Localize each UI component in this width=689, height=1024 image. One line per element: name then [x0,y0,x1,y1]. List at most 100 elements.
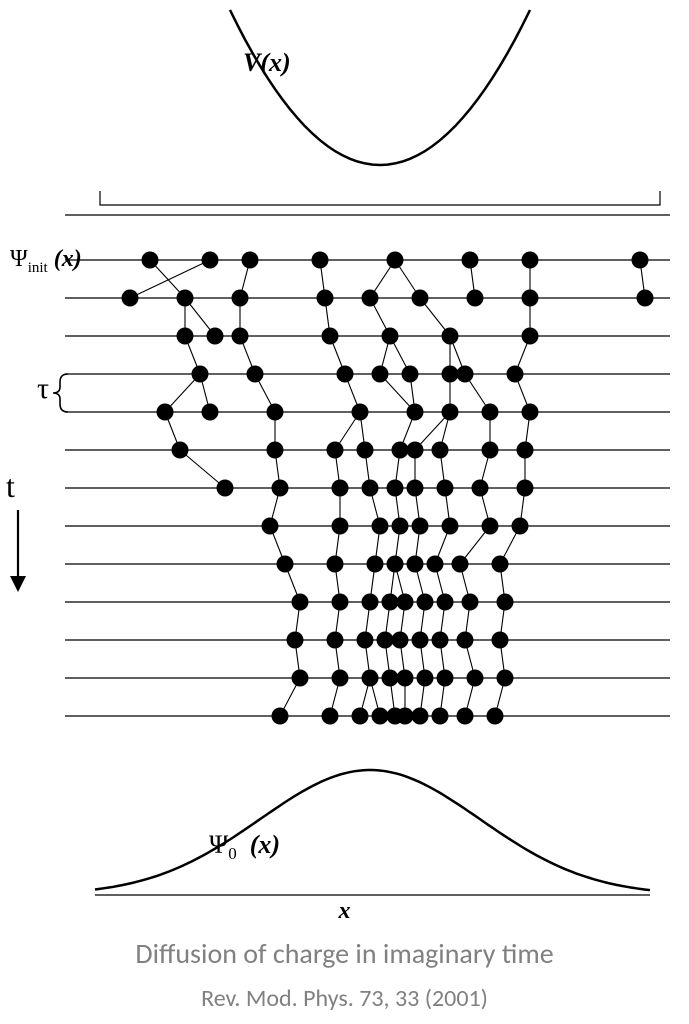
time-arrow-head [10,576,26,592]
walker-node [352,708,369,725]
walker-node [412,708,429,725]
walker-node [462,594,479,611]
walker-node [322,328,339,345]
walker-node [387,252,404,269]
walker-node [492,556,509,573]
walker-node [522,252,539,269]
walker-node [407,480,424,497]
walker-node [382,594,399,611]
walker-node [517,442,534,459]
walker-node [362,290,379,307]
walker-node [482,518,499,535]
walker-edge [180,450,225,488]
walker-node [192,366,209,383]
walker-node [412,518,429,535]
walker-node [352,404,369,421]
walker-node [417,670,434,687]
walker-node [522,404,539,421]
x-axis-label: x [0,898,689,925]
potential-label: V(x) [243,48,291,78]
tau-brace [53,374,68,412]
walker-node [432,708,449,725]
walker-node [387,480,404,497]
walker-node [242,252,259,269]
walker-node [392,442,409,459]
walker-node [372,366,389,383]
walker-node [292,670,309,687]
walker-node [267,404,284,421]
walker-node [362,594,379,611]
walker-node [442,404,459,421]
walker-node [327,632,344,649]
walker-node [522,290,539,307]
walker-node [442,518,459,535]
walker-node [357,632,374,649]
walker-node [437,670,454,687]
walker-node [397,708,414,725]
walker-node [457,632,474,649]
walker-node [457,708,474,725]
walker-node [432,632,449,649]
walker-node [392,632,409,649]
walker-node [382,328,399,345]
walker-node [272,480,289,497]
walker-node [377,632,394,649]
walker-node [232,328,249,345]
walker-node [372,708,389,725]
walker-node [407,556,424,573]
diagram-canvas [0,0,689,920]
walker-node [312,252,329,269]
walker-node [487,708,504,725]
walker-node [292,594,309,611]
walker-node [512,518,529,535]
walker-node [392,518,409,535]
walker-node [357,442,374,459]
walker-node [272,708,289,725]
walker-node [372,518,389,535]
time-axis-label: t [6,468,15,505]
walker-node [157,404,174,421]
caption-main: Diffusion of charge in imaginary time [0,936,689,971]
walker-node [437,480,454,497]
walker-node [472,480,489,497]
psi-init-label: Ψinit (x) [10,246,82,277]
walker-node [232,290,249,307]
walker-node [407,442,424,459]
walker-node [287,632,304,649]
walker-node [407,404,424,421]
walker-edge [130,260,210,298]
walker-node [427,556,444,573]
walker-node [382,670,399,687]
walker-node [397,670,414,687]
walker-node [412,632,429,649]
walker-node [462,252,479,269]
walker-node [467,670,484,687]
walker-node [497,594,514,611]
walker-node [482,442,499,459]
walker-node [432,442,449,459]
walker-node [332,518,349,535]
walker-node [507,366,524,383]
ground-state-curve [95,770,650,890]
walker-node [437,594,454,611]
walker-node [632,252,649,269]
potential-curve [230,10,530,165]
walker-node [207,328,224,345]
walker-node [482,404,499,421]
walker-node [402,366,419,383]
walker-node [362,480,379,497]
walker-node [332,670,349,687]
walker-node [327,556,344,573]
psi-0-label: Ψ0 (x) [209,830,280,864]
walker-node [467,290,484,307]
walker-node [177,328,194,345]
walker-node [327,442,344,459]
walker-node [172,442,189,459]
walker-node [262,518,279,535]
walker-node [247,366,264,383]
walker-node [457,366,474,383]
walker-node [417,594,434,611]
walker-node [412,290,429,307]
walker-node [142,252,159,269]
tau-label: τ [37,372,49,406]
